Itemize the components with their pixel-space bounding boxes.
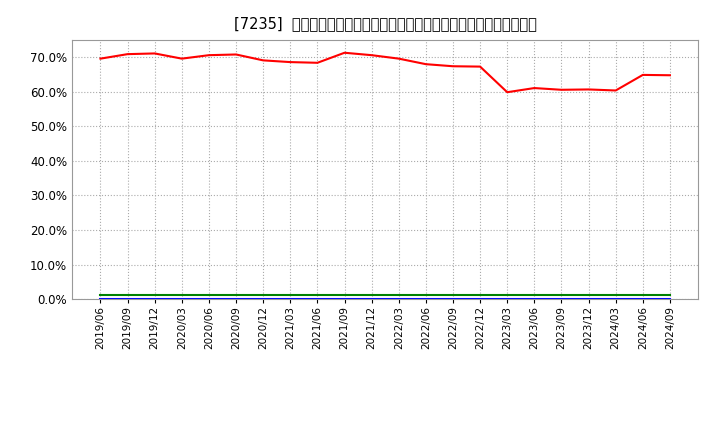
のれん [557, 296, 566, 301]
繰延税金資産 [313, 293, 322, 298]
自己資本 [557, 87, 566, 92]
繰延税金資産 [341, 293, 349, 298]
繰延税金資産 [367, 293, 376, 298]
繰延税金資産 [259, 293, 268, 298]
繰延税金資産 [204, 293, 213, 298]
繰延税金資産 [232, 293, 240, 298]
自己資本 [611, 88, 620, 93]
自己資本 [639, 72, 647, 77]
のれん [204, 296, 213, 301]
のれん [313, 296, 322, 301]
自己資本 [313, 60, 322, 66]
のれん [123, 296, 132, 301]
繰延税金資産 [123, 293, 132, 298]
自己資本 [232, 52, 240, 57]
のれん [395, 296, 403, 301]
繰延税金資産 [557, 293, 566, 298]
のれん [421, 296, 430, 301]
自己資本 [123, 51, 132, 57]
自己資本 [584, 87, 593, 92]
自己資本 [395, 56, 403, 61]
繰延税金資産 [421, 293, 430, 298]
自己資本 [476, 64, 485, 69]
のれん [611, 296, 620, 301]
のれん [584, 296, 593, 301]
自己資本 [367, 52, 376, 58]
Line: 自己資本: 自己資本 [101, 53, 670, 92]
自己資本 [449, 64, 457, 69]
繰延税金資産 [178, 293, 186, 298]
のれん [530, 296, 539, 301]
繰延税金資産 [96, 293, 105, 298]
のれん [341, 296, 349, 301]
繰延税金資産 [639, 293, 647, 298]
自己資本 [530, 85, 539, 91]
繰延税金資産 [150, 293, 159, 298]
のれん [639, 296, 647, 301]
のれん [367, 296, 376, 301]
のれん [232, 296, 240, 301]
繰延税金資産 [611, 293, 620, 298]
繰延税金資産 [503, 293, 511, 298]
のれん [476, 296, 485, 301]
繰延税金資産 [476, 293, 485, 298]
自己資本 [96, 56, 105, 61]
繰延税金資産 [449, 293, 457, 298]
繰延税金資産 [584, 293, 593, 298]
のれん [178, 296, 186, 301]
自己資本 [421, 62, 430, 67]
自己資本 [503, 90, 511, 95]
自己資本 [150, 51, 159, 56]
繰延税金資産 [395, 293, 403, 298]
繰延税金資産 [286, 293, 294, 298]
Title: [7235]  自己資本、のれん、繰延税金資産の総資産に対する比率の推移: [7235] 自己資本、のれん、繰延税金資産の総資産に対する比率の推移 [234, 16, 536, 32]
のれん [259, 296, 268, 301]
のれん [96, 296, 105, 301]
自己資本 [341, 50, 349, 55]
自己資本 [665, 73, 674, 78]
のれん [503, 296, 511, 301]
自己資本 [204, 52, 213, 58]
のれん [150, 296, 159, 301]
自己資本 [178, 56, 186, 61]
自己資本 [259, 58, 268, 63]
のれん [449, 296, 457, 301]
繰延税金資産 [665, 293, 674, 298]
繰延税金資産 [530, 293, 539, 298]
自己資本 [286, 59, 294, 65]
のれん [286, 296, 294, 301]
のれん [665, 296, 674, 301]
